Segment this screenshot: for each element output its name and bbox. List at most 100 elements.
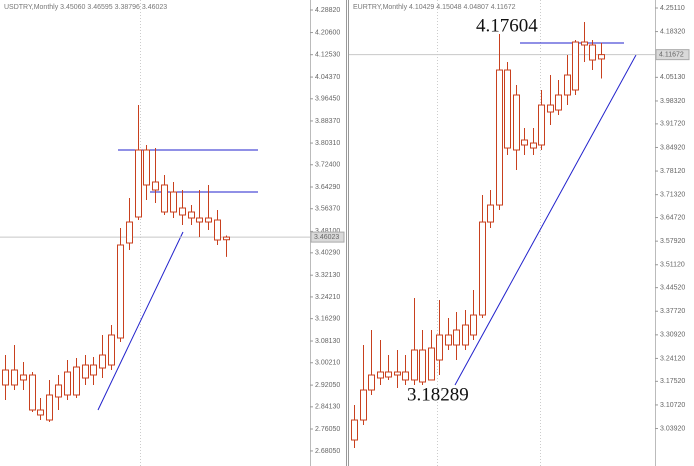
candle-body: [564, 74, 571, 96]
y-tick-label: 3.40290: [315, 250, 340, 257]
y-tick-label: 3.84920: [660, 144, 685, 151]
candle-body: [598, 54, 605, 60]
y-tick-label: 2.76050: [315, 426, 340, 433]
chart-header: USDTRY,Monthly 3.45060 3.46595 3.38796 3…: [4, 4, 167, 11]
candle-body: [385, 371, 392, 378]
price-label-box: [655, 49, 690, 61]
candle-body: [581, 41, 588, 46]
candle-body: [64, 371, 71, 396]
y-tick-label: 3.91720: [660, 121, 685, 128]
y-tick-label: 4.18320: [660, 28, 685, 35]
candle-body: [108, 334, 115, 366]
price-label-box: [310, 231, 345, 243]
candle-body: [487, 204, 494, 223]
candle-body: [538, 104, 545, 146]
candle-body: [117, 244, 124, 339]
y-tick-label: 4.25110: [660, 5, 685, 12]
y-tick-label: 3.80310: [315, 140, 340, 147]
candle-body: [530, 142, 537, 149]
y-tick-label: 2.68050: [315, 448, 340, 455]
candle-body: [428, 347, 435, 381]
y-tick-label: 3.98320: [660, 98, 685, 105]
candle-body: [196, 217, 203, 223]
candle-body: [479, 221, 486, 316]
trend-line: [454, 54, 637, 386]
candle-body: [135, 149, 142, 218]
y-tick-label: 3.71320: [660, 192, 685, 199]
candle-body: [351, 419, 358, 441]
candle-body: [152, 181, 159, 191]
candle-body: [521, 139, 528, 146]
y-tick-label: 3.17520: [660, 378, 685, 385]
candle-body: [99, 354, 106, 369]
candle-body: [46, 394, 53, 421]
candle-body: [504, 69, 511, 149]
candle-body: [453, 329, 460, 346]
y-tick-label: 3.56370: [315, 206, 340, 213]
y-tick-label: 4.20600: [315, 29, 340, 36]
candle-body: [394, 371, 401, 376]
price-label: 3.46023: [314, 234, 339, 241]
candle-body: [436, 334, 443, 361]
y-tick-label: 3.10720: [660, 402, 685, 409]
chart-header: EURTRY,Monthly 4.10429 4.15048 4.04807 4…: [353, 4, 516, 11]
y-tick-label: 3.96450: [315, 96, 340, 103]
y-tick-label: 3.57920: [660, 238, 685, 245]
y-tick-label: 3.03920: [660, 425, 685, 432]
y-tick-label: 3.08130: [315, 338, 340, 345]
candle-body: [496, 69, 503, 206]
candle-body: [82, 364, 89, 379]
y-tick-label: 4.04370: [315, 74, 340, 81]
candle-body: [462, 324, 469, 346]
y-tick-label: 3.16290: [315, 315, 340, 322]
candle-body: [377, 371, 384, 379]
candle-body: [29, 374, 36, 411]
candle-body: [11, 369, 18, 386]
candle-body: [402, 371, 409, 381]
candle-body: [2, 369, 9, 386]
candle-body: [73, 366, 80, 396]
candle-body: [555, 94, 562, 111]
candle-body: [205, 217, 212, 223]
y-tick-label: 3.00210: [315, 360, 340, 367]
trend-line: [97, 231, 184, 411]
candle-body: [470, 314, 477, 336]
candle-body: [419, 349, 426, 383]
candle-body: [589, 44, 596, 61]
candle-body: [188, 211, 195, 219]
annotation: 4.17604: [476, 15, 538, 36]
candle-body: [547, 104, 554, 113]
y-tick-label: 3.72400: [315, 162, 340, 169]
candle-body: [179, 207, 186, 216]
candle-body: [90, 364, 97, 376]
y-tick-label: 3.37720: [660, 308, 685, 315]
candle-body: [223, 236, 230, 241]
y-tick-label: 3.30920: [660, 332, 685, 339]
y-tick-label: 3.78120: [660, 168, 685, 175]
candle-body: [37, 409, 44, 416]
candle-body: [126, 221, 133, 244]
candle-body: [55, 384, 62, 398]
candle-body: [214, 219, 221, 241]
y-tick-label: 4.28820: [315, 7, 340, 14]
candle-body: [20, 374, 27, 381]
y-tick-label: 3.88370: [315, 118, 340, 125]
candle-body: [161, 184, 168, 213]
annotation: 3.18289: [407, 384, 469, 405]
candle-body: [170, 191, 177, 213]
y-tick-label: 3.24210: [315, 294, 340, 301]
candle-body: [360, 389, 367, 421]
candle-body: [513, 94, 520, 151]
y-tick-label: 4.12530: [315, 52, 340, 59]
candle-body: [368, 374, 375, 391]
y-tick-label: 4.05130: [660, 74, 685, 81]
y-tick-label: 3.64720: [660, 214, 685, 221]
candle-body: [143, 149, 150, 186]
candle-body: [445, 334, 452, 346]
y-tick-label: 3.24120: [660, 355, 685, 362]
price-label: 4.11672: [659, 51, 684, 58]
y-tick-label: 3.51120: [660, 262, 685, 269]
y-tick-label: 3.32130: [315, 272, 340, 279]
